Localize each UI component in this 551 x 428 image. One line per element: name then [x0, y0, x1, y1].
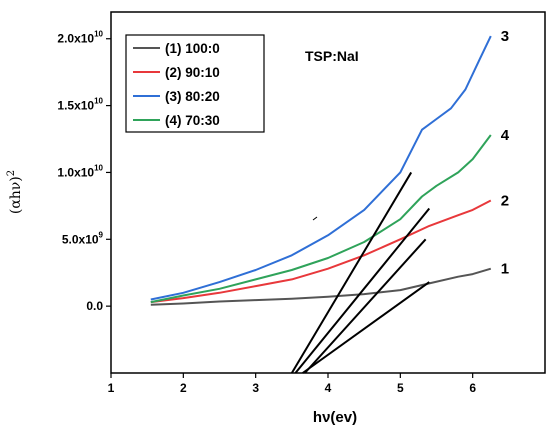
legend-label-1: (1) 100:0 [165, 41, 220, 56]
series-layer [150, 35, 492, 306]
series-line-3 [150, 35, 492, 301]
series-end-label-3: 3 [501, 28, 509, 45]
series-end-label-1: 1 [501, 261, 509, 278]
legend-label-4: (4) 70:30 [165, 113, 220, 128]
series-line-2 [150, 199, 492, 304]
legend: (1) 100:0 (2) 90:10 (3) 80:20 (4) 70:30 [125, 34, 265, 133]
tangent-line-1 [290, 171, 413, 374]
stray-mark [312, 216, 318, 221]
y-tick-label: 1.0x1010 [57, 163, 103, 179]
y-axis-title: (αhν)2 [6, 170, 24, 214]
legend-items: (1) 100:0 (2) 90:10 (3) 80:20 (4) 70:30 [133, 41, 220, 128]
y-axis-title-superscript: 2 [6, 170, 17, 176]
tangent-line-4 [302, 281, 430, 374]
x-tick-label: 1 [108, 381, 115, 395]
y-axis-title-main: (αhν) [8, 176, 24, 214]
series-line-1 [150, 267, 492, 306]
legend-box [125, 34, 265, 133]
tangent-layer [290, 171, 431, 374]
x-tick-label: 5 [397, 381, 404, 395]
x-axis-title: hν(ev) [313, 409, 357, 426]
x-tick-label: 2 [180, 381, 187, 395]
y-tick-label: 0.0 [86, 299, 103, 313]
series-end-label-2: 2 [501, 193, 509, 210]
y-tick-label: 1.5x1010 [57, 97, 103, 113]
series-end-label-4: 4 [501, 127, 510, 144]
tangent-line-2 [294, 207, 431, 374]
tangent-line-3 [304, 238, 427, 374]
svg-text:(αhν)2: (αhν)2 [6, 170, 24, 214]
chart-annotation: TSP:NaI [305, 48, 359, 64]
tick-layer: 1 2 3 4 5 6 0.0 5.0x109 1.0x1010 1.5x1010 2.0x1010 [57, 30, 476, 395]
x-tick-label: 3 [252, 381, 259, 395]
x-tick-label: 6 [469, 381, 476, 395]
series-line-4 [150, 134, 492, 304]
y-tick-label: 2.0x1010 [57, 30, 103, 46]
legend-label-3: (3) 80:20 [165, 89, 220, 104]
x-tick-label: 4 [325, 381, 332, 395]
legend-label-2: (2) 90:10 [165, 65, 220, 80]
series-end-labels: 1 2 3 4 [501, 28, 510, 278]
y-tick-label: 5.0x109 [62, 230, 104, 246]
